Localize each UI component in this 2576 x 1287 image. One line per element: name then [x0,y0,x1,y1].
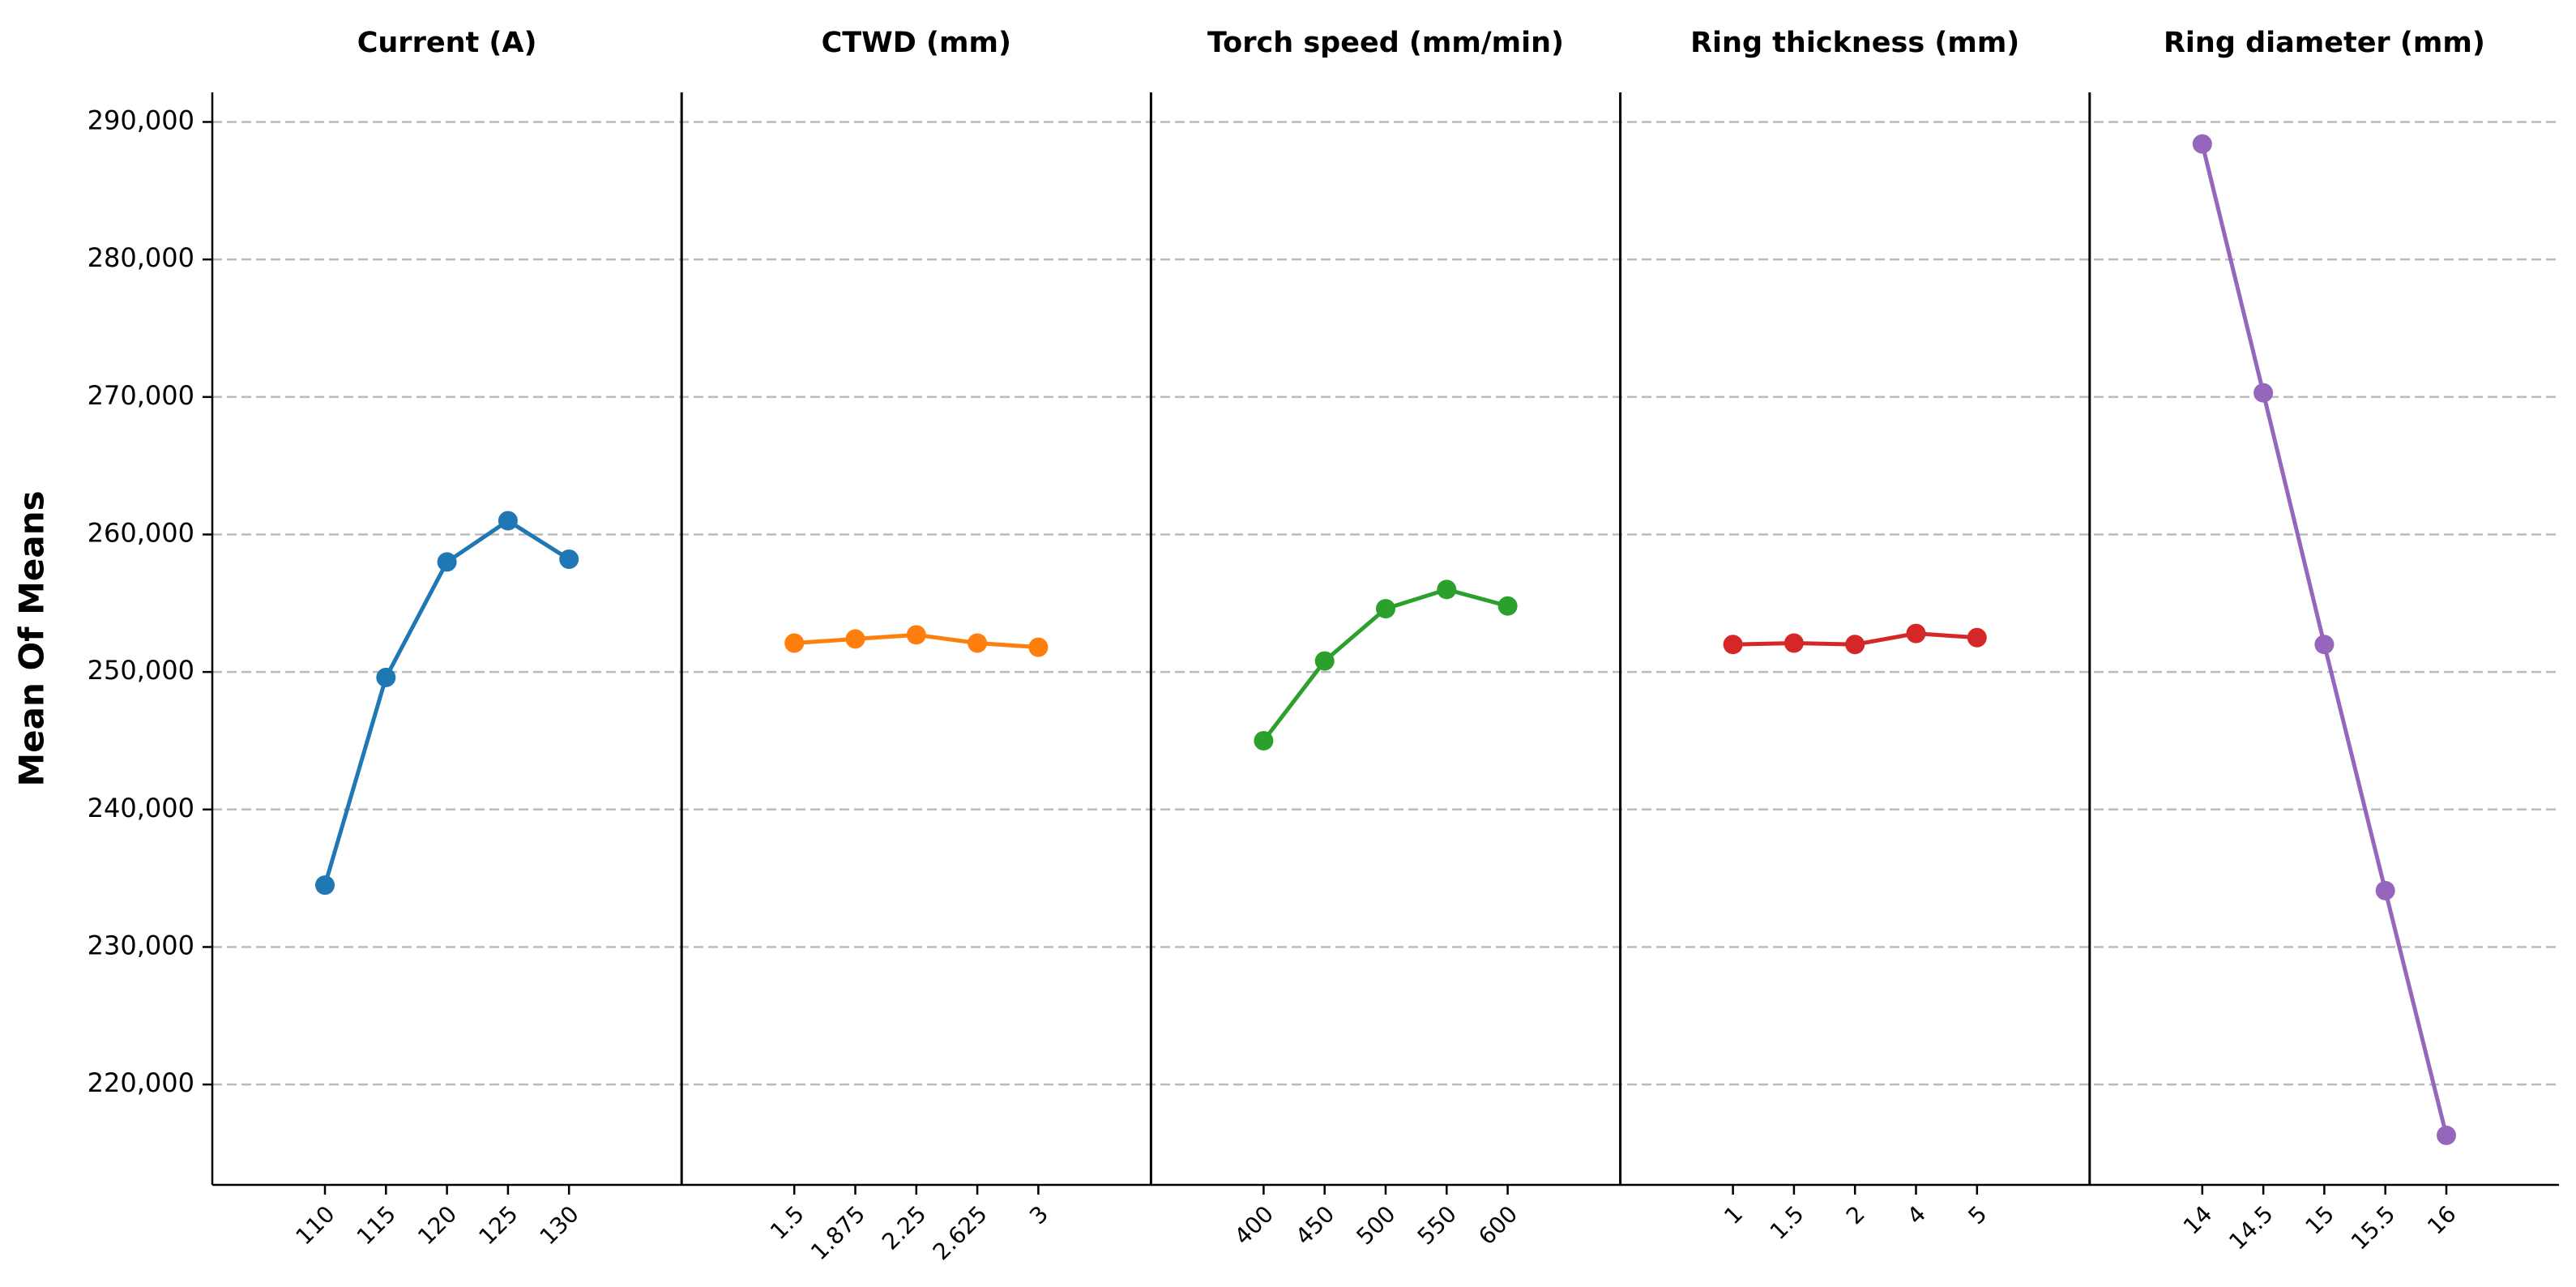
y-tick-label: 290,000 [88,105,194,135]
marker [1906,623,1926,644]
x-tick-label: 130 [535,1200,584,1250]
marker [437,552,457,572]
x-tick-label: 1.5 [1765,1200,1809,1245]
marker [2192,134,2212,154]
marker [1376,599,1395,619]
y-axis-label: Mean Of Means [12,490,52,786]
x-tick-label: 3 [1024,1200,1053,1229]
x-tick-label: 600 [1473,1200,1523,1250]
x-tick-label: 2.625 [928,1200,993,1265]
x-tick-label: 500 [1351,1200,1400,1250]
panel-title: Ring thickness (mm) [1690,27,2019,59]
panel-title: Torch speed (mm/min) [1207,27,1564,59]
marker [1254,730,1274,750]
x-tick-label: 1 [1719,1200,1748,1229]
x-tick-label: 5 [1963,1200,1992,1229]
x-tick-label: 400 [1229,1200,1279,1250]
x-tick-label: 2 [1841,1200,1870,1229]
marker [376,667,396,687]
x-tick-label: 14.5 [2224,1200,2278,1255]
x-tick-label: 120 [412,1200,462,1250]
marker [2314,635,2335,655]
marker [968,633,988,653]
y-tick-label: 270,000 [88,380,194,411]
marker [845,629,865,649]
marker [1028,637,1049,657]
marker [784,633,805,653]
x-tick-label: 450 [1290,1200,1339,1250]
marker [2436,1125,2456,1145]
marker [2253,383,2274,403]
marker [1723,635,1743,655]
marker [559,549,579,570]
marker [1967,627,1987,648]
x-tick-label: 2.25 [877,1200,931,1255]
marker [906,625,926,645]
x-tick-label: 1.5 [765,1200,810,1245]
x-tick-label: 16 [2422,1200,2462,1240]
marker [1497,596,1518,616]
y-tick-label: 230,000 [88,930,194,960]
x-tick-label: 125 [473,1200,523,1250]
marker [1437,579,1457,600]
x-tick-label: 550 [1412,1200,1462,1250]
x-tick-label: 1.875 [805,1200,870,1265]
panel-title: Ring diameter (mm) [2164,27,2485,59]
marker [2375,880,2395,900]
marker [315,875,335,896]
y-tick-label: 280,000 [88,242,194,273]
x-tick-label: 110 [290,1200,340,1250]
marker [1314,651,1335,671]
series-line [323,518,570,886]
y-tick-label: 220,000 [88,1067,194,1098]
x-tick-label: 15 [2300,1200,2339,1240]
marker [1845,635,1865,655]
panel-title: Current (A) [357,27,537,59]
y-tick-label: 260,000 [88,517,194,548]
marker [498,511,518,531]
x-tick-label: 15.5 [2346,1200,2400,1255]
x-tick-label: 14 [2178,1200,2218,1240]
x-tick-label: 115 [352,1200,401,1250]
y-tick-label: 250,000 [88,655,194,686]
panel-title: CTWD (mm) [822,27,1011,59]
marker [1784,633,1804,653]
x-tick-label: 4 [1902,1200,1931,1229]
y-tick-label: 240,000 [88,793,194,823]
